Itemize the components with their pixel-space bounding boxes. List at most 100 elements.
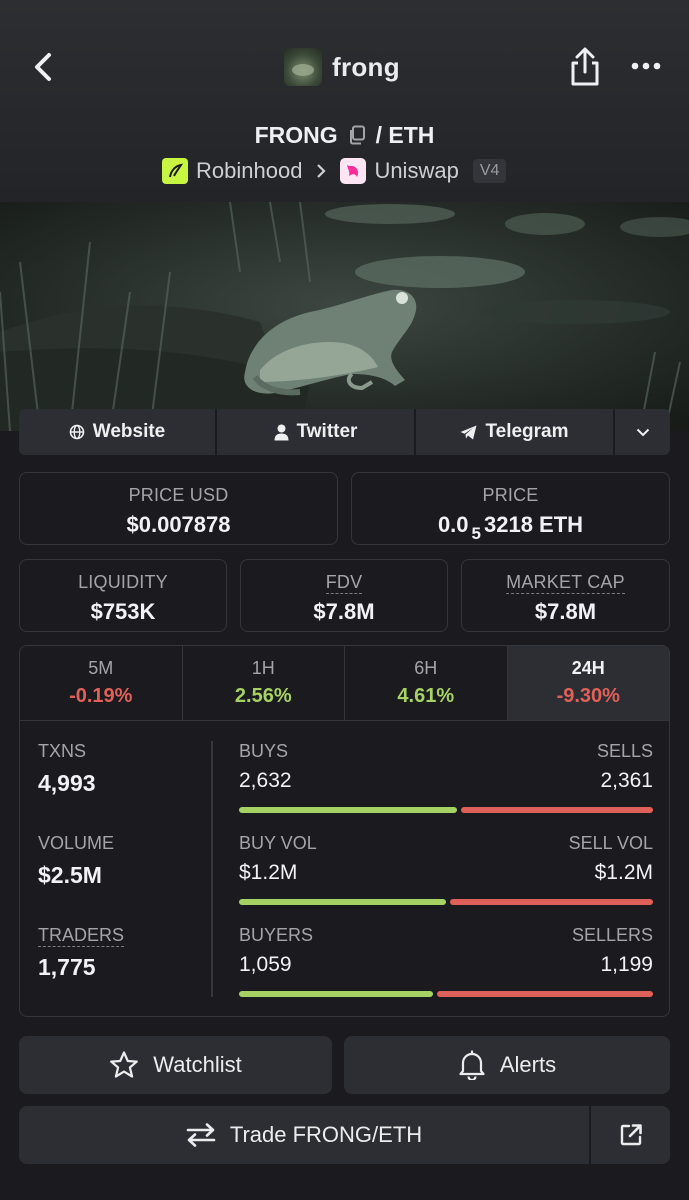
market-cap-card: MARKET CAP $7.8M xyxy=(461,559,670,632)
watchlist-label: Watchlist xyxy=(153,1052,242,1077)
token-avatar xyxy=(284,48,322,86)
token-name: frong xyxy=(332,51,400,82)
buy-vol-value: $1.2M xyxy=(239,861,298,884)
liquidity-value: $753K xyxy=(90,599,156,624)
liquidity-label: LIQUIDITY xyxy=(78,572,168,592)
tab-6h-change: 4.61% xyxy=(397,685,455,707)
sell-vol-label: SELL VOL xyxy=(568,833,653,853)
price-usd-label: PRICE USD xyxy=(128,485,229,505)
market-cap-value: $7.8M xyxy=(534,599,597,624)
tab-24h-label: 24H xyxy=(571,658,605,678)
globe-icon xyxy=(69,424,85,440)
txns-label: TXNS xyxy=(38,741,87,761)
website-link-button[interactable]: Website xyxy=(19,409,217,455)
buys-value: 2,632 xyxy=(239,769,292,792)
buys-bar-fill xyxy=(239,807,458,813)
tab-1h-change: 2.56% xyxy=(234,685,292,707)
robinhood-icon xyxy=(162,158,188,184)
top-bar: frong FRONG / ETH Robinhood Uniswap V4 xyxy=(0,0,689,202)
tab-24h[interactable]: 24H -9.30% xyxy=(507,646,669,720)
sell-vol-value: $1.2M xyxy=(594,861,653,884)
buys-sells-row: BUYS SELLS 2,632 2,361 xyxy=(239,741,653,833)
more-options-button[interactable] xyxy=(626,52,666,80)
swap-arrows-icon xyxy=(186,1123,216,1147)
pair-quote: / ETH xyxy=(375,121,435,148)
website-link-label: Website xyxy=(92,421,166,442)
alerts-button[interactable]: Alerts xyxy=(344,1036,670,1094)
sells-label: SELLS xyxy=(596,741,653,761)
dex-label[interactable]: Uniswap xyxy=(374,158,459,183)
buyers-value: 1,059 xyxy=(239,953,292,976)
copy-icon[interactable] xyxy=(348,125,366,145)
chevron-left-icon xyxy=(35,53,51,81)
bell-icon xyxy=(459,1050,485,1080)
fdv-label[interactable]: FDV xyxy=(325,572,363,594)
token-banner-image xyxy=(0,202,689,431)
social-links-bar: Website Twitter Telegram xyxy=(19,409,670,455)
buyers-bar-fill xyxy=(239,991,434,997)
back-button[interactable] xyxy=(26,48,60,86)
tab-24h-change: -9.30% xyxy=(556,685,620,707)
fdv-card: FDV $7.8M xyxy=(240,559,448,632)
telegram-link-label: Telegram xyxy=(485,421,569,442)
user-icon xyxy=(274,424,289,440)
tab-5m-label: 5M xyxy=(88,658,114,678)
sellers-bar-fill xyxy=(437,991,653,997)
tab-1h-label: 1H xyxy=(251,658,275,678)
trade-label: Trade FRONG/ETH xyxy=(229,1122,423,1147)
telegram-icon xyxy=(460,425,477,439)
external-link-icon xyxy=(620,1124,642,1146)
traders-value: 1,775 xyxy=(38,954,96,980)
traders-label[interactable]: TRADERS xyxy=(38,925,125,947)
tab-6h-label: 6H xyxy=(414,658,438,678)
buyers-label: BUYERS xyxy=(239,925,314,945)
sellers-value: 1,199 xyxy=(600,953,653,976)
price-usd-card: PRICE USD $0.007878 xyxy=(19,472,338,545)
liquidity-card: LIQUIDITY $753K xyxy=(19,559,227,632)
pair-base: FRONG xyxy=(254,121,338,148)
tab-5m[interactable]: 5M -0.19% xyxy=(20,646,183,720)
traders-stat: TRADERS 1,775 xyxy=(38,925,208,1016)
chain-label[interactable]: Robinhood xyxy=(196,158,303,183)
tab-1h[interactable]: 1H 2.56% xyxy=(183,646,345,720)
column-divider xyxy=(211,741,213,997)
buys-sells-ratio-bar xyxy=(239,807,653,813)
buyers-ratio-bar xyxy=(239,991,653,997)
twitter-link-label: Twitter xyxy=(296,421,358,442)
buy-sell-column: BUYS SELLS 2,632 2,361 BUY VOL SELL VOL … xyxy=(239,741,653,1016)
more-dots-icon xyxy=(631,62,661,70)
buyers-sellers-row: BUYERS SELLERS 1,059 1,199 xyxy=(239,925,653,1016)
stats-panel: 5M -0.19% 1H 2.56% 6H 4.61% 24H -9.30% T… xyxy=(19,645,670,1017)
token-title: frong xyxy=(284,46,400,88)
share-button[interactable] xyxy=(566,46,604,88)
pair-title: FRONG / ETH xyxy=(0,118,689,152)
trade-external-button[interactable] xyxy=(589,1106,670,1164)
chevron-right-icon xyxy=(317,164,326,178)
star-icon xyxy=(110,1051,139,1078)
sellers-label: SELLERS xyxy=(571,925,653,945)
chain-dex-breadcrumb: Robinhood Uniswap V4 xyxy=(162,155,507,187)
totals-column: TXNS 4,993 VOLUME $2.5M TRADERS 1,775 xyxy=(38,741,208,1016)
buy-vol-bar-fill xyxy=(239,899,446,905)
more-links-dropdown[interactable] xyxy=(615,409,670,455)
tab-6h[interactable]: 6H 4.61% xyxy=(345,646,508,720)
dex-version-badge: V4 xyxy=(472,159,507,183)
timeframe-tabs: 5M -0.19% 1H 2.56% 6H 4.61% 24H -9.30% xyxy=(20,646,669,721)
alerts-label: Alerts xyxy=(499,1052,557,1077)
fdv-value: $7.8M xyxy=(313,599,375,624)
trade-button[interactable]: Trade FRONG/ETH xyxy=(19,1106,589,1164)
volume-value: $2.5M xyxy=(38,862,102,888)
sell-vol-bar-fill xyxy=(450,899,653,905)
market-cap-label[interactable]: MARKET CAP xyxy=(506,572,625,594)
buy-sell-volume-row: BUY VOL SELL VOL $1.2M $1.2M xyxy=(239,833,653,925)
price-eth-card: PRICE 0.0 5 3218 ETH xyxy=(351,472,670,545)
chevron-down-icon xyxy=(636,428,649,436)
sells-bar-fill xyxy=(461,807,653,813)
tab-5m-change: -0.19% xyxy=(69,685,133,707)
twitter-link-button[interactable]: Twitter xyxy=(217,409,416,455)
telegram-link-button[interactable]: Telegram xyxy=(416,409,615,455)
buys-label: BUYS xyxy=(239,741,289,761)
price-eth-value: 0.0 5 3218 ETH xyxy=(437,512,584,543)
watchlist-button[interactable]: Watchlist xyxy=(19,1036,332,1094)
share-icon xyxy=(571,47,599,86)
